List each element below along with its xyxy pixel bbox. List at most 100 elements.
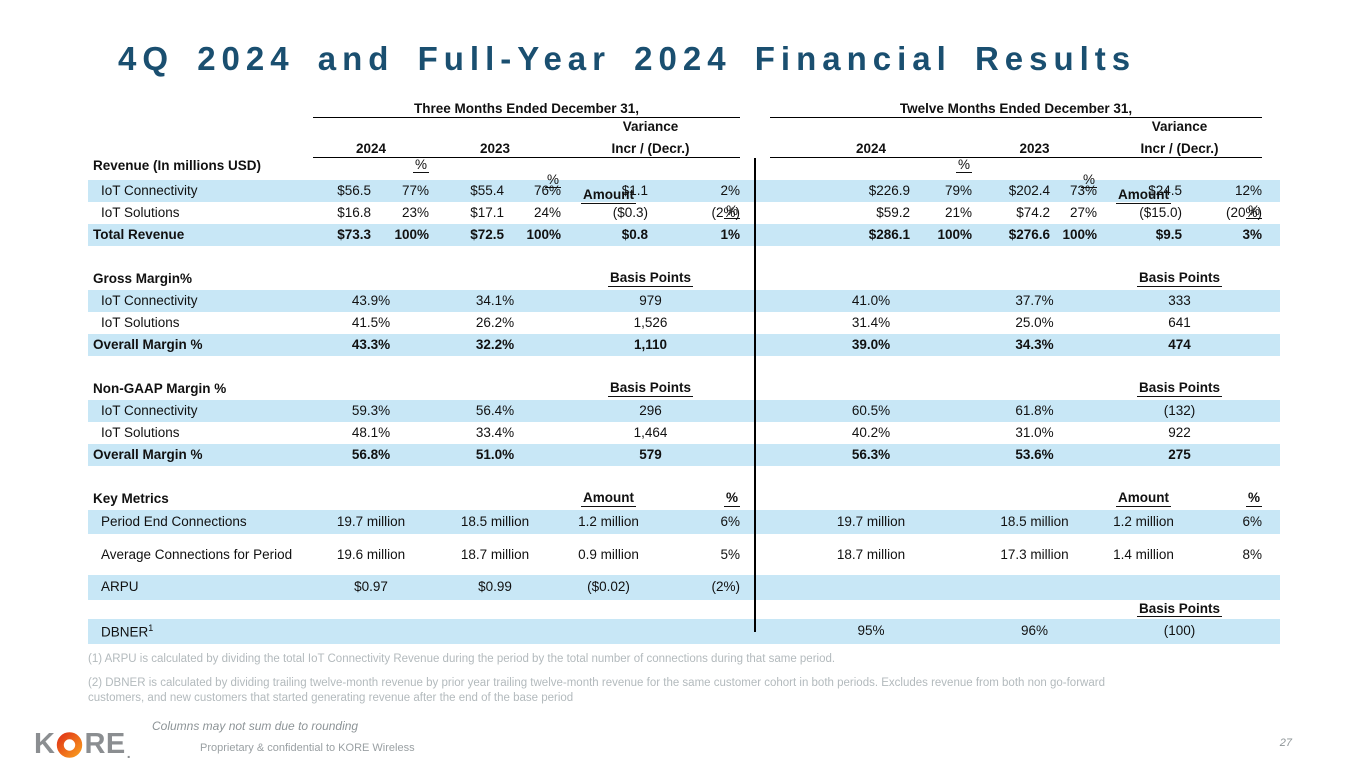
value-cell: 979: [639, 292, 662, 308]
value-cell: 12%: [1234, 182, 1262, 198]
row-label: IoT Solutions: [101, 314, 180, 330]
value-cell: 2%: [720, 182, 740, 198]
financial-table: Three Months Ended December 31, Twelve Mo…: [88, 98, 1280, 644]
value-cell: 19.7 million: [336, 513, 406, 529]
value-cell: 474: [1168, 336, 1191, 352]
table-divider-line: [754, 158, 756, 632]
rounding-note: Columns may not sum due to rounding: [152, 719, 359, 733]
row-label: Overall Margin %: [93, 446, 203, 462]
value-cell: $286.1: [868, 226, 910, 242]
row-label: Non-GAAP Margin %: [93, 380, 227, 396]
table-row-spacer: [88, 567, 1280, 575]
table-row-rev-iot-connectivity: IoT Connectivity $56.5 77% $55.4 76% $1.1 2% $2…: [88, 180, 1280, 202]
value-cell: 95%: [857, 623, 885, 639]
value-cell: 27%: [1069, 204, 1097, 220]
value-cell: 41.5%: [351, 314, 391, 330]
row-label: Total Revenue: [93, 226, 185, 242]
incr-decr-header: Incr / (Decr.): [561, 141, 740, 158]
table-row-spacer: [88, 534, 1280, 543]
value-cell: 76%: [533, 182, 561, 198]
variance-header: Variance: [622, 118, 679, 134]
value-cell: 1,110: [633, 336, 668, 352]
value-cell: 73%: [1069, 182, 1097, 198]
value-cell: 8%: [1242, 546, 1262, 562]
value-cell: 333: [1168, 292, 1191, 308]
value-cell: 43.3%: [351, 336, 391, 352]
page-title: 4Q 2024 and Full-Year 2024 Financial Res…: [118, 40, 1137, 77]
value-cell: 19.7 million: [836, 513, 906, 529]
pct-col-header: %: [723, 202, 740, 219]
amount-col-header: Amount: [1116, 187, 1171, 204]
footnotes: (1) ARPU is calculated by dividing the t…: [88, 652, 1108, 715]
value-cell: 3%: [1242, 226, 1262, 242]
value-cell: 25.0%: [1015, 314, 1054, 330]
value-cell: 5%: [720, 546, 740, 562]
basis-points-header: Basis Points: [1136, 380, 1223, 397]
confidential-note: Proprietary & confidential to KORE Wirel…: [200, 742, 415, 754]
row-label: Period End Connections: [101, 513, 247, 529]
value-cell: 31.4%: [851, 314, 891, 330]
col-group-twelve-months: Twelve Months Ended December 31,: [770, 101, 1262, 118]
table-row-sechead-non-gaap-margin-: Non-GAAP Margin % Basis Points Basis Point…: [88, 378, 1280, 400]
value-cell: 1%: [720, 226, 740, 242]
value-cell: 43.9%: [351, 292, 391, 308]
value-cell: $55.4: [470, 182, 504, 198]
year-2024-header: 2024: [770, 141, 972, 158]
value-cell: 100%: [1062, 226, 1097, 242]
value-cell: $0.8: [621, 226, 648, 242]
value-cell: $59.2: [876, 204, 910, 220]
row-label: ARPU: [101, 579, 139, 595]
amount-col-header: Amount: [581, 490, 636, 507]
kore-logo-k: K: [34, 728, 56, 760]
value-cell: $276.6: [1008, 226, 1050, 242]
table-row-spacer: [88, 466, 1280, 488]
table-row-margin-dbner: DBNER1 95% 96% (100): [88, 619, 1280, 644]
pct-col-header: %: [1245, 202, 1262, 219]
value-cell: 641: [1168, 314, 1191, 330]
value-cell: $73.3: [337, 226, 371, 242]
table-row-margin-iot-solutions: IoT Solutions 41.5% 26.2% 1,526 31.4% 25.0% 64…: [88, 312, 1280, 334]
pct-col-header: %: [1080, 172, 1097, 189]
value-cell: 1.2 million: [1113, 513, 1174, 529]
basis-points-header: Basis Points: [607, 380, 694, 397]
value-cell: 18.7 million: [460, 546, 530, 562]
value-cell: (100): [1163, 623, 1196, 639]
value-cell: 40.2%: [851, 424, 891, 440]
col-group-three-months: Three Months Ended December 31,: [313, 101, 740, 118]
value-cell: 0.9 million: [578, 546, 639, 562]
value-cell: ($0.3): [612, 204, 648, 220]
table-row-margin-iot-connectivity: IoT Connectivity 59.3% 56.4% 296 60.5% 61.8% (…: [88, 400, 1280, 422]
value-cell: 1,526: [633, 314, 668, 330]
year-2023-header: 2023: [429, 141, 561, 158]
value-cell: 26.2%: [475, 314, 515, 330]
row-label: IoT Solutions: [101, 204, 180, 220]
value-cell: ($0.02): [587, 579, 630, 595]
value-cell: $56.5: [337, 182, 371, 198]
footnote-2: (2) DBNER is calculated by dividing trai…: [88, 677, 1105, 704]
value-cell: $202.4: [1008, 182, 1050, 198]
table-row-revhead-revenue-in-millions-usd-: Revenue (In millions USD)%%%% Amount Amoun…: [88, 157, 1280, 219]
value-cell: 34.3%: [1015, 336, 1054, 352]
row-label: IoT Solutions: [101, 424, 180, 440]
value-cell: (132): [1163, 402, 1196, 418]
table-row-spacer: [88, 246, 1280, 268]
value-cell: (20%): [1225, 204, 1262, 220]
value-cell: 23%: [401, 204, 429, 220]
value-cell: (2%): [711, 204, 740, 220]
row-label: IoT Connectivity: [101, 402, 198, 418]
value-cell: 51.0%: [475, 446, 515, 462]
value-cell: 17.3 million: [1000, 546, 1069, 562]
table-row-bp_right: Basis Points: [88, 600, 1280, 619]
year-2024-header: 2024: [313, 141, 429, 158]
basis-points-header: Basis Points: [1136, 600, 1223, 618]
amount-col-header: Amount: [1116, 490, 1171, 507]
table-row-margin-overall-margin-: Overall Margin % 43.3% 32.2% 1,110 39.0% 34.3…: [88, 334, 1280, 356]
value-cell: $9.5: [1155, 226, 1182, 242]
pct-col-header: %: [412, 157, 429, 174]
value-cell: 1.4 million: [1113, 546, 1174, 562]
value-cell: 19.6 million: [336, 546, 406, 562]
pct-col-header: %: [544, 172, 561, 189]
value-cell: 39.0%: [851, 336, 891, 352]
pct-col-header: %: [955, 157, 972, 174]
value-cell: 6%: [720, 513, 740, 529]
